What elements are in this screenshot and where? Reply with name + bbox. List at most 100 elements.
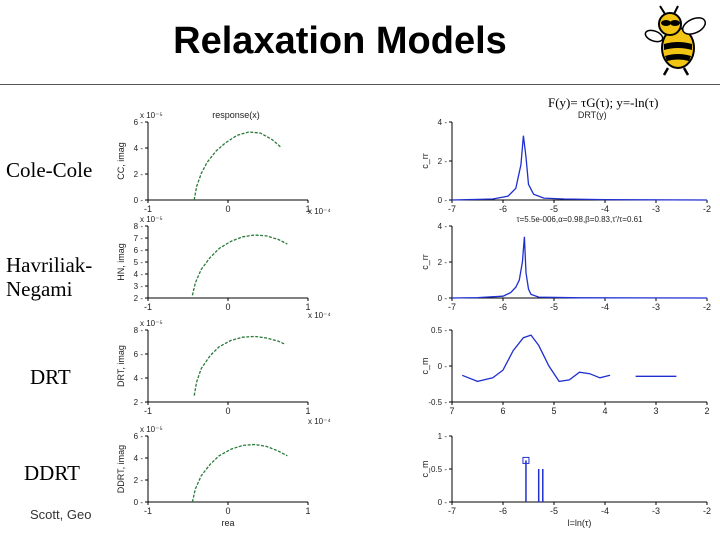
x-tick-label: 1 <box>305 204 310 214</box>
parameter-annotation: τ=5.5e-006,α=0.98,β=0.83,τ'/τ=0.61 <box>516 215 643 224</box>
x-exponent-label: x 10⁻⁴ <box>308 311 331 320</box>
y-tick-label: 6 - <box>134 118 144 127</box>
row-label-cole-cole: Cole-Cole <box>6 158 93 182</box>
y-tick-label: 4 - <box>438 118 448 127</box>
y-axis-label: CC, imag <box>116 142 126 180</box>
x-tick-label: -3 <box>652 204 660 214</box>
x-tick-label: -1 <box>144 302 152 312</box>
x-tick-label: 0 <box>225 302 230 312</box>
y-tick-label: 2 - <box>438 157 448 166</box>
row-label-ddrt: DDRT <box>24 461 80 485</box>
x-tick-label: -1 <box>144 406 152 416</box>
title-divider <box>0 84 720 85</box>
x-tick-label: 0 <box>225 204 230 214</box>
y-tick-label: 0.5 - <box>431 326 447 335</box>
x-exponent-label: x 10⁻⁴ <box>308 417 331 426</box>
y-tick-label: 4 - <box>134 454 144 463</box>
y-axis-label: c_rr <box>420 153 430 169</box>
y-tick-label: -0.5 - <box>428 398 447 407</box>
y-tick-label: 4 - <box>134 144 144 153</box>
footer-author: Scott, Geo <box>30 507 92 522</box>
x-tick-label: 1 <box>305 406 310 416</box>
chart-cole-cole-nyquist <box>145 121 309 203</box>
x-tick-label: -4 <box>601 204 609 214</box>
y-axis-label: c_m <box>420 357 430 374</box>
formula-label: F(y)= τG(τ); y=-ln(τ) <box>548 95 659 110</box>
y-tick-label: 0 - <box>438 294 448 303</box>
series-line-0 <box>193 131 282 201</box>
chart-title: DRT(y) <box>578 110 607 120</box>
chart-ddrt-nyquist <box>145 435 309 505</box>
x-tick-label: -4 <box>601 506 609 516</box>
y-tick-label: 0 - <box>134 498 144 507</box>
y-tick-label: 2 - <box>134 294 144 303</box>
x-tick-label: -3 <box>652 302 660 312</box>
x-tick-label: 2 <box>704 406 709 416</box>
chart-drt-distribution <box>449 329 708 405</box>
x-tick-label: -5 <box>550 506 558 516</box>
x-tick-label: 1 <box>305 302 310 312</box>
x-tick-label: -7 <box>448 506 456 516</box>
x-tick-label: 3 <box>653 406 658 416</box>
y-tick-label: 0.5 - <box>431 465 447 474</box>
x-tick-label: -6 <box>499 506 507 516</box>
series-line-0 <box>191 443 288 503</box>
yellow-jacket-bee-icon <box>640 4 712 81</box>
x-tick-label: -6 <box>499 204 507 214</box>
y-tick-label: 6 - <box>134 350 144 359</box>
x-axis-label: rea <box>221 518 234 528</box>
y-tick-label: 2 - <box>134 476 144 485</box>
y-tick-label: 0 - <box>134 196 144 205</box>
x-tick-label: -2 <box>703 302 711 312</box>
series-line-0 <box>451 236 708 299</box>
chart-ddrt-distribution <box>449 435 708 505</box>
x-tick-label: -5 <box>550 302 558 312</box>
chart-cole-cole-distribution <box>449 121 708 203</box>
series-line-0 <box>451 135 708 201</box>
y-tick-label: 6 - <box>134 246 144 255</box>
x-tick-label: -3 <box>652 506 660 516</box>
x-tick-label: -2 <box>703 204 711 214</box>
x-tick-label: 1 <box>305 506 310 516</box>
x-tick-label: 0 <box>225 506 230 516</box>
slide-title: Relaxation Models <box>173 20 507 62</box>
y-tick-label: 0 - <box>438 498 448 507</box>
x-tick-label: 7 <box>449 406 454 416</box>
y-tick-label: 2 - <box>134 398 144 407</box>
row-label-havriliak-negami: Havriliak- Negami <box>6 253 93 301</box>
row-label-drt: DRT <box>30 365 71 389</box>
y-axis-label: c_m <box>420 460 430 477</box>
x-tick-label: -2 <box>703 506 711 516</box>
x-tick-label: -6 <box>499 302 507 312</box>
y-axis-label: DDRT, imag <box>116 445 126 493</box>
x-tick-label: -5 <box>550 204 558 214</box>
chart-havriliak-negami-distribution <box>449 225 708 301</box>
y-tick-label: 0 - <box>438 196 448 205</box>
x-tick-label: -7 <box>448 204 456 214</box>
y-axis-label: DRT, imag <box>116 345 126 387</box>
y-tick-label: 0 - <box>438 362 448 371</box>
x-tick-label: -1 <box>144 506 152 516</box>
series-line-0 <box>461 334 611 383</box>
y-tick-label: 8 - <box>134 326 144 335</box>
series-line-0 <box>191 234 288 296</box>
y-tick-label: 1 - <box>438 432 448 441</box>
y-exponent-label: x 10⁻⁵ <box>140 425 163 434</box>
y-tick-label: 4 - <box>134 374 144 383</box>
y-tick-label: 7 - <box>134 234 144 243</box>
x-exponent-label: x 10⁻⁴ <box>308 207 331 216</box>
y-exponent-label: x 10⁻⁵ <box>140 111 163 120</box>
x-tick-label: 0 <box>225 406 230 416</box>
y-tick-label: 8 - <box>134 222 144 231</box>
x-tick-label: 4 <box>602 406 607 416</box>
y-tick-label: 4 - <box>134 270 144 279</box>
x-tick-label: 6 <box>500 406 505 416</box>
chart-drt-nyquist <box>145 329 309 405</box>
stem-marker <box>522 456 530 464</box>
y-exponent-label: x 10⁻⁵ <box>140 215 163 224</box>
y-tick-label: 2 - <box>438 258 448 267</box>
x-tick-label: -1 <box>144 204 152 214</box>
y-tick-label: 2 - <box>134 170 144 179</box>
x-tick-label: 5 <box>551 406 556 416</box>
